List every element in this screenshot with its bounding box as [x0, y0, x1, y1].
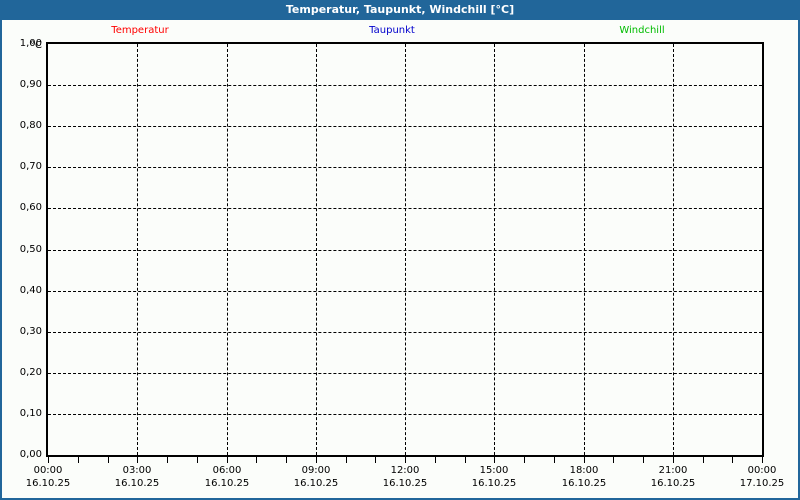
x-axis-tick-time: 06:00: [212, 465, 242, 476]
legend-item-windchill: Windchill: [619, 25, 665, 36]
y-axis-tick-label: 0,00: [19, 449, 42, 460]
x-axis-tick-time: 03:00: [122, 465, 152, 476]
x-axis-tick-label: 03:00 16.10.25: [97, 464, 177, 490]
x-axis-tick: [167, 457, 168, 463]
y-axis-tick-label: 0,30: [19, 326, 42, 337]
x-axis-tick-date: 16.10.25: [114, 478, 160, 489]
legend-item-taupunkt: Taupunkt: [369, 25, 415, 36]
x-axis-tick: [78, 457, 79, 463]
x-axis-tick: [584, 457, 585, 463]
y-axis-unit-label: °C: [30, 40, 42, 51]
plot-area: [46, 42, 764, 457]
x-axis-tick-label: 00:00 17.10.25: [722, 464, 798, 490]
gridline-vertical: [405, 44, 406, 455]
gridline-vertical: [316, 44, 317, 455]
x-axis-tick: [316, 457, 317, 463]
x-axis-tick: [613, 457, 614, 463]
gridline-vertical: [137, 44, 138, 455]
x-axis-tick: [256, 457, 257, 463]
y-axis-tick-label: 0,60: [19, 202, 42, 213]
x-axis-tick: [732, 457, 733, 463]
x-axis-tick: [762, 457, 763, 463]
x-axis-tick: [465, 457, 466, 463]
x-axis-tick: [48, 457, 49, 463]
y-axis-tick-label: 0,90: [19, 79, 42, 90]
y-axis-tick-label: 0,80: [19, 120, 42, 131]
x-axis-tick-date: 16.10.25: [561, 478, 607, 489]
x-axis-tick: [137, 457, 138, 463]
x-axis-tick: [108, 457, 109, 463]
plot-grid: [48, 44, 762, 456]
x-axis-tick-label: 00:00 16.10.25: [8, 464, 88, 490]
x-axis-tick-label: 15:00 16.10.25: [454, 464, 534, 490]
legend-item-temperatur: Temperatur: [111, 25, 169, 36]
x-axis-tick: [286, 457, 287, 463]
y-axis-tick-label: 1,00: [19, 38, 42, 49]
y-axis-tick-label: 0,50: [19, 244, 42, 255]
x-axis-tick-label: 09:00 16.10.25: [276, 464, 356, 490]
x-axis-tick-date: 16.10.25: [204, 478, 250, 489]
x-axis-tick: [405, 457, 406, 463]
x-axis-tick: [673, 457, 674, 463]
x-axis-tick: [703, 457, 704, 463]
x-axis-tick-date: 17.10.25: [739, 478, 785, 489]
x-axis-tick-date: 16.10.25: [293, 478, 339, 489]
x-axis-tick-time: 00:00: [747, 465, 777, 476]
x-axis-tick: [643, 457, 644, 463]
x-axis-tick-date: 16.10.25: [471, 478, 517, 489]
gridline-horizontal: [48, 455, 762, 456]
x-axis-tick-time: 21:00: [658, 465, 688, 476]
gridline-vertical: [673, 44, 674, 455]
x-axis-tick: [524, 457, 525, 463]
y-axis-tick-label: 0,20: [19, 367, 42, 378]
y-axis-tick-label: 0,70: [19, 161, 42, 172]
x-axis-tick-time: 09:00: [301, 465, 331, 476]
x-axis-tick: [494, 457, 495, 463]
y-axis-tick-label: 0,40: [19, 285, 42, 296]
x-axis-tick-time: 18:00: [569, 465, 599, 476]
x-axis-tick-time: 12:00: [390, 465, 420, 476]
x-axis-tick-date: 16.10.25: [25, 478, 71, 489]
x-axis-tick: [346, 457, 347, 463]
x-axis-tick: [554, 457, 555, 463]
window-title: Temperatur, Taupunkt, Windchill [°C]: [2, 0, 798, 20]
x-axis-tick-label: 18:00 16.10.25: [544, 464, 624, 490]
gridline-vertical: [227, 44, 228, 455]
gridline-vertical: [494, 44, 495, 455]
x-axis-tick-label: 06:00 16.10.25: [187, 464, 267, 490]
x-axis-tick: [197, 457, 198, 463]
x-axis-tick-label: 21:00 16.10.25: [633, 464, 713, 490]
x-axis-tick-time: 15:00: [479, 465, 509, 476]
x-axis-tick-time: 00:00: [33, 465, 63, 476]
x-axis-tick: [227, 457, 228, 463]
x-axis-tick: [435, 457, 436, 463]
x-axis-tick-date: 16.10.25: [382, 478, 428, 489]
y-axis-tick-label: 0,10: [19, 408, 42, 419]
x-axis-tick-label: 12:00 16.10.25: [365, 464, 445, 490]
x-axis-tick: [375, 457, 376, 463]
gridline-vertical: [584, 44, 585, 455]
x-axis-tick-date: 16.10.25: [650, 478, 696, 489]
